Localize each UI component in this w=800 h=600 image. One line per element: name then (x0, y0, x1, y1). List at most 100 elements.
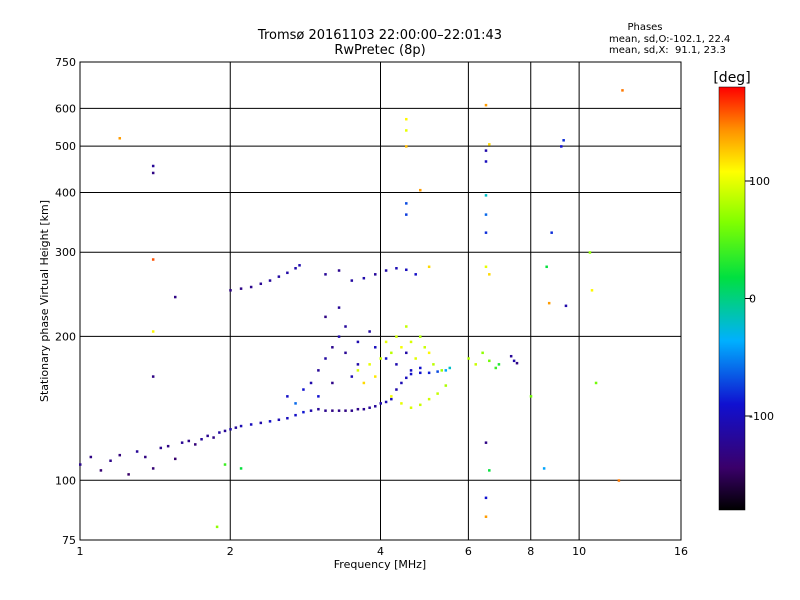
data-point (485, 497, 488, 500)
y-tick-label: 750 (55, 56, 76, 69)
data-point (331, 346, 334, 349)
data-point (160, 447, 163, 450)
data-point (324, 357, 327, 360)
data-point (90, 456, 93, 459)
x-tick-label: 8 (527, 545, 534, 558)
data-point (481, 352, 484, 355)
y-tick-label: 500 (55, 140, 76, 153)
data-point (498, 363, 501, 366)
data-point (368, 363, 371, 366)
data-point (324, 316, 327, 319)
data-point (152, 330, 155, 333)
data-point (331, 409, 334, 412)
data-point (562, 139, 565, 142)
data-point (331, 382, 334, 385)
data-point (400, 382, 403, 385)
data-point (363, 382, 366, 385)
data-point (485, 160, 488, 163)
data-point (395, 267, 398, 270)
data-point (565, 305, 568, 308)
data-point (351, 409, 354, 412)
data-point (441, 369, 444, 372)
data-point (269, 420, 272, 423)
data-point (278, 419, 281, 422)
data-point (344, 409, 347, 412)
x-tick-label: 6 (465, 545, 472, 558)
data-point (338, 335, 341, 338)
data-point (152, 165, 155, 168)
data-point (152, 375, 155, 378)
data-point (260, 422, 263, 425)
data-point (310, 382, 313, 385)
title-line-1: Tromsø 20161103 22:00:00–22:01:43 (200, 28, 560, 43)
data-point (485, 231, 488, 234)
data-point (474, 363, 477, 366)
data-point (298, 264, 301, 267)
data-point (390, 395, 393, 398)
x-tick-label: 4 (377, 545, 384, 558)
data-point (589, 251, 592, 254)
data-point (445, 384, 448, 387)
colorbar-ticks: 1000-100 (745, 175, 774, 423)
data-point (317, 369, 320, 372)
y-tick-label: 100 (55, 474, 76, 487)
data-point (363, 408, 366, 411)
data-point (428, 398, 431, 401)
data-point (410, 341, 413, 344)
data-point (224, 430, 227, 433)
y-tick-label: 200 (55, 330, 76, 343)
data-point (344, 325, 347, 328)
data-point (344, 352, 347, 355)
data-point (495, 367, 498, 370)
colorbar-tick-label: -100 (749, 410, 774, 423)
colorbar (719, 87, 745, 510)
data-point (218, 431, 221, 434)
x-axis-label: Frequency [MHz] (334, 558, 426, 571)
data-point (400, 346, 403, 349)
data-point (432, 363, 435, 366)
data-point (410, 373, 413, 376)
data-point (591, 289, 594, 292)
data-point (286, 395, 289, 398)
y-tick-label: 300 (55, 246, 76, 259)
data-point (317, 395, 320, 398)
data-point (436, 392, 439, 395)
data-point (405, 145, 408, 148)
data-point (485, 104, 488, 107)
data-point (405, 202, 408, 205)
data-point (405, 325, 408, 328)
data-point (302, 388, 305, 391)
data-point (368, 330, 371, 333)
data-point (294, 267, 297, 270)
data-point (324, 273, 327, 276)
data-point (188, 440, 191, 443)
data-point (380, 402, 383, 405)
y-tick-label: 600 (55, 102, 76, 115)
x-tick-label: 10 (572, 545, 586, 558)
data-point (374, 375, 377, 378)
data-point (548, 302, 551, 305)
data-point (414, 273, 417, 276)
data-point (235, 426, 238, 429)
data-point (100, 469, 103, 472)
data-point (545, 266, 548, 269)
phases-o-line: mean, sd,O:-102.1, 22.4 (609, 34, 730, 45)
data-point (428, 352, 431, 355)
data-point (229, 289, 232, 292)
data-point (374, 405, 377, 408)
data-point (200, 438, 203, 441)
data-point (357, 341, 360, 344)
data-point (119, 137, 122, 140)
y-axis-label: Stationary phase Virtual Height [km] (38, 200, 51, 402)
data-point (485, 515, 488, 518)
data-point (419, 372, 422, 375)
data-point (294, 402, 297, 405)
data-point (127, 473, 129, 476)
data-point (385, 341, 388, 344)
data-point (510, 355, 513, 358)
data-point (485, 194, 488, 197)
data-point (405, 118, 408, 121)
data-point (405, 129, 408, 132)
data-point (357, 363, 360, 366)
data-point (436, 370, 439, 373)
